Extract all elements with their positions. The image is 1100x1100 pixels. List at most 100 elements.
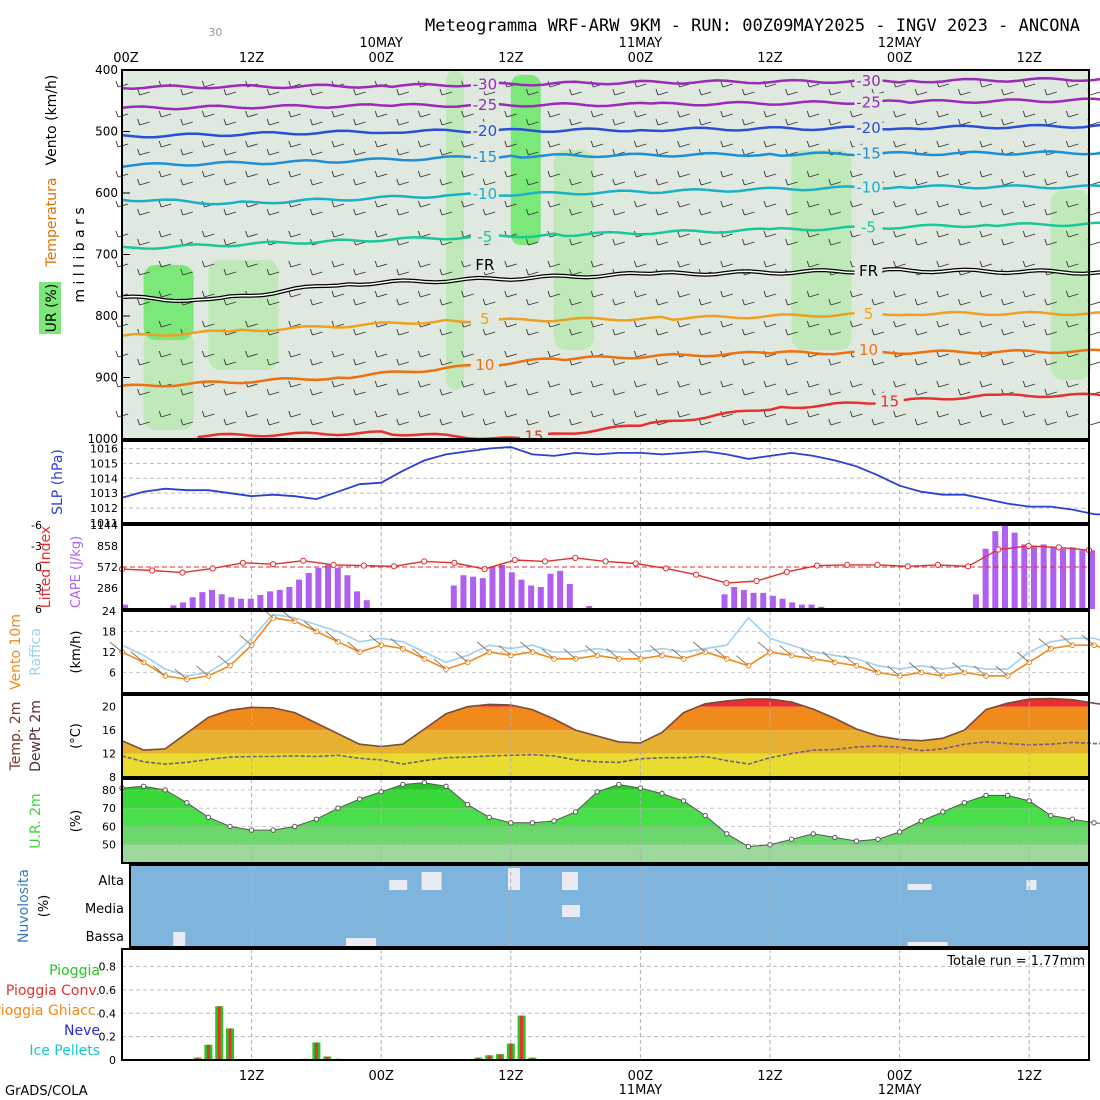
isotherm-label: -5 <box>861 219 876 237</box>
wind-barb <box>1065 410 1079 418</box>
wind-barb <box>439 268 453 276</box>
slp-tick-label: 1014 <box>90 472 118 485</box>
bottom-date-label: 11MAY <box>619 1083 663 1098</box>
cape-bar <box>325 564 332 609</box>
wind-arrow <box>628 648 641 660</box>
isotherm-label-bg <box>470 75 499 92</box>
cloud-high <box>508 868 520 890</box>
isotherm-label: -25 <box>473 96 498 114</box>
wind-barb <box>806 410 820 418</box>
lifted-index-point <box>995 546 1002 553</box>
wind-barb <box>439 298 453 306</box>
wind-barb <box>612 358 625 366</box>
wind-barb <box>569 238 582 246</box>
cape-bar <box>363 600 370 609</box>
rh2m-point <box>140 783 147 790</box>
cape-bar <box>354 591 361 609</box>
wind-barb <box>1001 208 1014 216</box>
cape-bar <box>315 567 322 609</box>
temp2m-line <box>121 697 1100 751</box>
lifted-index-point <box>874 561 881 569</box>
wind-barb <box>331 110 345 118</box>
cape-bar <box>528 585 535 609</box>
li-tick-label: -3 <box>31 540 42 553</box>
wind-barb <box>633 320 647 328</box>
wind-barb <box>1065 260 1079 268</box>
wind10m-panel: 6 12 18 24 Vento 10m Raffica (km/h) <box>8 605 1100 694</box>
wind-arrow <box>973 665 987 677</box>
lifted-index-point <box>421 558 428 565</box>
precip-conv-bar <box>520 1015 524 1060</box>
wind-barb <box>1065 80 1079 88</box>
wind-barb <box>979 140 993 148</box>
bottom-time-label: 12Z <box>1016 1069 1042 1084</box>
precip-conv-bar <box>487 1055 491 1060</box>
wind-arrow <box>412 648 425 660</box>
wind-barb <box>223 148 237 156</box>
wind-arrow <box>347 641 360 653</box>
wind-barb <box>245 260 258 268</box>
wind-barb <box>525 268 539 276</box>
wind-barb <box>677 230 690 238</box>
rh2m-point <box>810 831 816 837</box>
wind-barb <box>720 320 733 328</box>
wind-barb <box>137 178 150 186</box>
wind-barb <box>633 350 647 358</box>
lifted-index-point <box>965 563 972 570</box>
wind-barb <box>396 118 409 126</box>
isotherm-label-bg <box>854 178 883 195</box>
rh2m-point <box>529 820 536 826</box>
ua-background <box>122 70 1089 439</box>
wind-barb <box>374 350 388 358</box>
wind-barb <box>180 118 193 126</box>
wind-barb <box>331 200 345 208</box>
wind-arrow <box>239 634 252 646</box>
wind-barb <box>245 350 258 358</box>
wind-barb <box>288 260 301 268</box>
cloud-high <box>389 880 408 890</box>
cape-bar <box>798 604 805 609</box>
wind-barb <box>957 358 971 366</box>
wind-barb <box>353 88 366 96</box>
wind-barb <box>893 320 906 328</box>
wind-barb <box>590 140 604 148</box>
wind-arrow <box>476 641 490 653</box>
gust-label: Raffica <box>28 628 44 676</box>
wind-barb <box>482 418 496 426</box>
rh2m-point <box>940 809 946 815</box>
cape-bar <box>189 597 196 609</box>
wind-tick-label: 6 <box>109 667 116 680</box>
wind-barb <box>871 358 885 366</box>
wind-barb <box>741 148 755 156</box>
wind-barb <box>936 140 949 148</box>
wind-barb <box>223 178 237 186</box>
wind-barb <box>633 260 647 268</box>
wind-arrow <box>736 655 749 667</box>
slp-axis-label: SLP (hPa) <box>50 449 66 515</box>
lifted-index-point <box>209 565 216 572</box>
wind-barb <box>180 268 193 276</box>
wind-arrow <box>152 665 166 677</box>
wind-barb <box>1022 140 1036 148</box>
rh2m-point <box>378 789 384 795</box>
wind-barb <box>806 140 820 148</box>
wind-barb <box>525 238 539 246</box>
rh2m-point <box>227 823 233 830</box>
wind-barb <box>979 320 993 328</box>
wind-barb <box>439 358 453 366</box>
wind-barb <box>936 410 949 418</box>
lifted-index-point <box>451 559 458 566</box>
wind-barb <box>677 290 690 298</box>
li-tick-label: 6 <box>35 603 42 616</box>
wind-barb <box>223 238 237 246</box>
wind-barb <box>547 260 561 268</box>
cape-bar <box>344 575 351 609</box>
wind-barb <box>201 260 215 268</box>
lifted-index-point <box>602 558 609 565</box>
wind-barb <box>309 388 323 396</box>
wind-barb <box>223 358 237 366</box>
cape-bar <box>218 594 225 609</box>
wind-arrow <box>541 648 555 660</box>
wind-barb <box>331 140 345 148</box>
wind-barb <box>353 148 366 156</box>
